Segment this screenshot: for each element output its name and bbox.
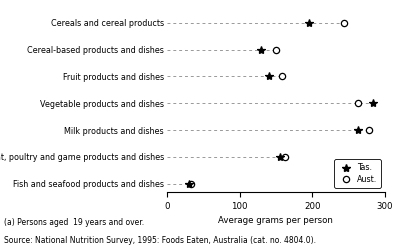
X-axis label: Average grams per person: Average grams per person (218, 216, 333, 225)
Legend: Tas., Aust.: Tas., Aust. (334, 159, 381, 188)
Text: Source: National Nutrition Survey, 1995: Foods Eaten, Australia (cat. no. 4804.0: Source: National Nutrition Survey, 1995:… (4, 236, 316, 245)
Text: (a) Persons aged  19 years and over.: (a) Persons aged 19 years and over. (4, 218, 144, 227)
